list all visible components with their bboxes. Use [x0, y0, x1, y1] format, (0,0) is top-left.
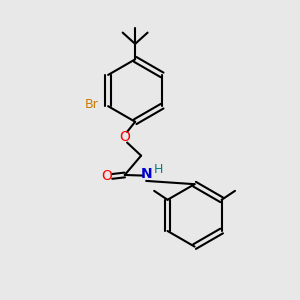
Text: O: O	[119, 130, 130, 144]
Text: Br: Br	[85, 98, 99, 111]
Text: N: N	[140, 167, 152, 182]
Text: O: O	[101, 169, 112, 184]
Text: H: H	[154, 163, 163, 176]
